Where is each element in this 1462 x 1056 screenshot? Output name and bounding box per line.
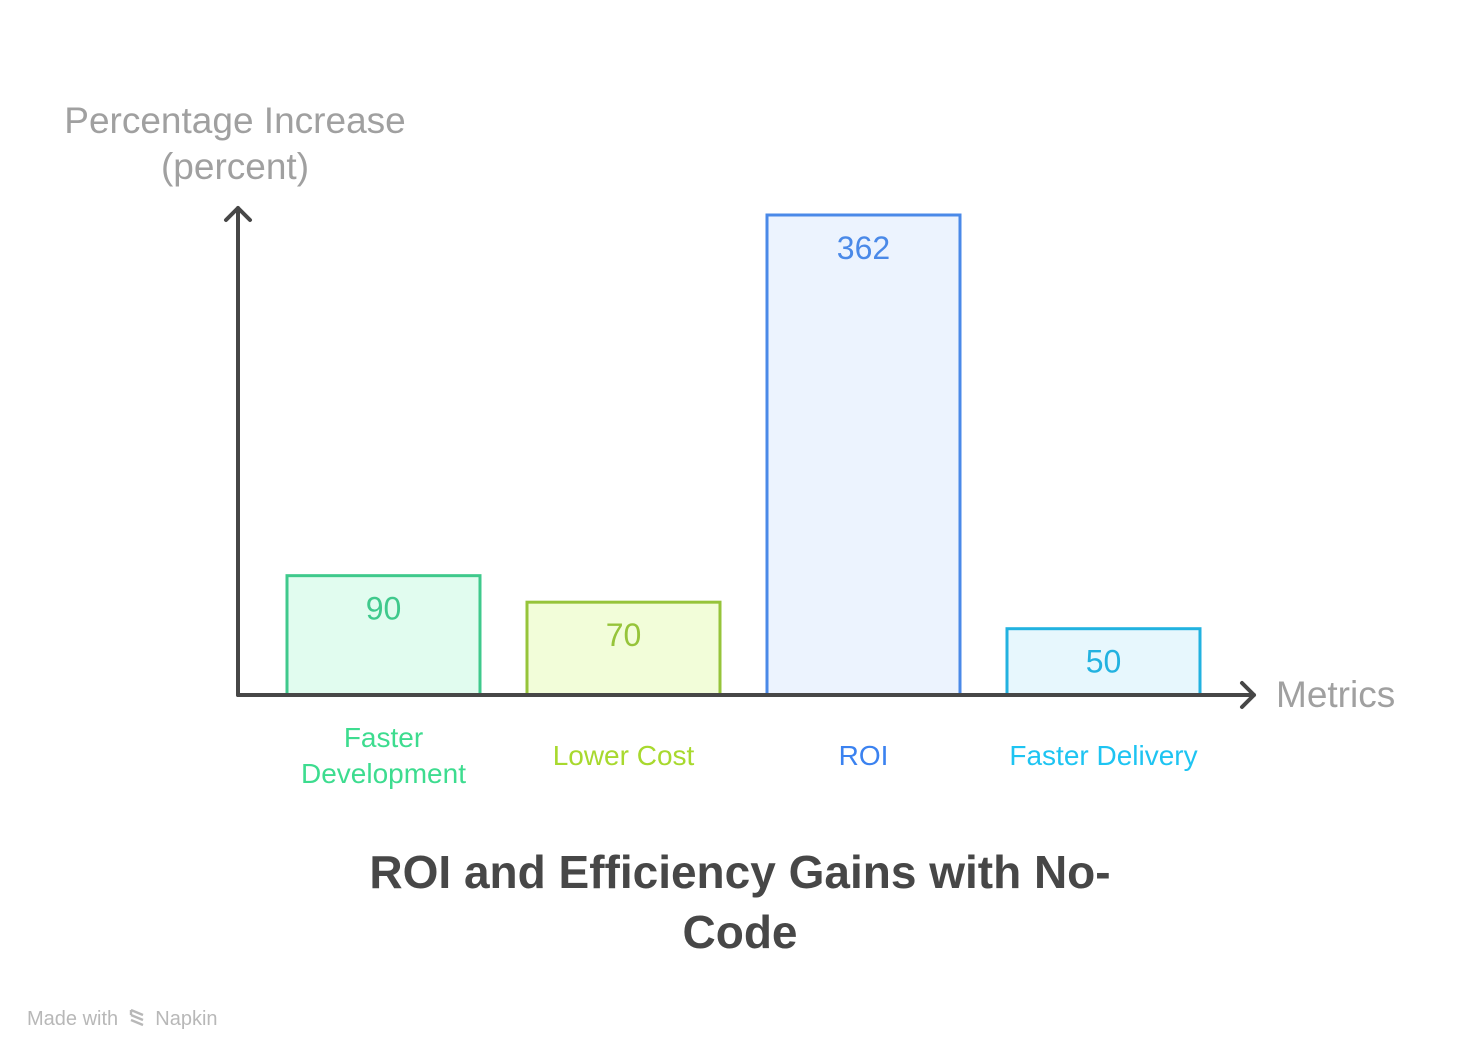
bar-value-label: 362 <box>837 230 890 266</box>
bar-value-label: 70 <box>606 617 642 653</box>
y-axis <box>224 206 252 697</box>
category-label: Faster <box>344 722 423 753</box>
napkin-brand-text: Napkin <box>155 1008 218 1030</box>
bar-value-label: 50 <box>1086 644 1122 680</box>
bar <box>765 213 962 697</box>
x-axis-label: Metrics <box>1276 674 1396 715</box>
category-label: Lower Cost <box>553 740 695 771</box>
bar-value-label: 90 <box>366 591 402 627</box>
x-axis <box>236 681 1256 709</box>
y-axis-label-line-2: (percent) <box>160 146 310 187</box>
chart-title: ROI and Efficiency Gains with No-Code <box>369 846 1111 958</box>
bar <box>285 574 482 697</box>
footer: Made with Napkin <box>27 1008 218 1031</box>
napkin-logo-icon <box>128 1008 146 1031</box>
category-label: Development <box>301 758 466 789</box>
y-axis-label: Percentage Increase (percent) <box>30 98 440 190</box>
y-axis-label-line-1: Percentage Increase <box>64 100 406 141</box>
category-label: Faster Delivery <box>1009 740 1197 771</box>
made-with-text: Made with <box>27 1008 119 1030</box>
category-label: ROI <box>839 740 889 771</box>
bar <box>525 600 722 697</box>
bar <box>1005 627 1202 697</box>
